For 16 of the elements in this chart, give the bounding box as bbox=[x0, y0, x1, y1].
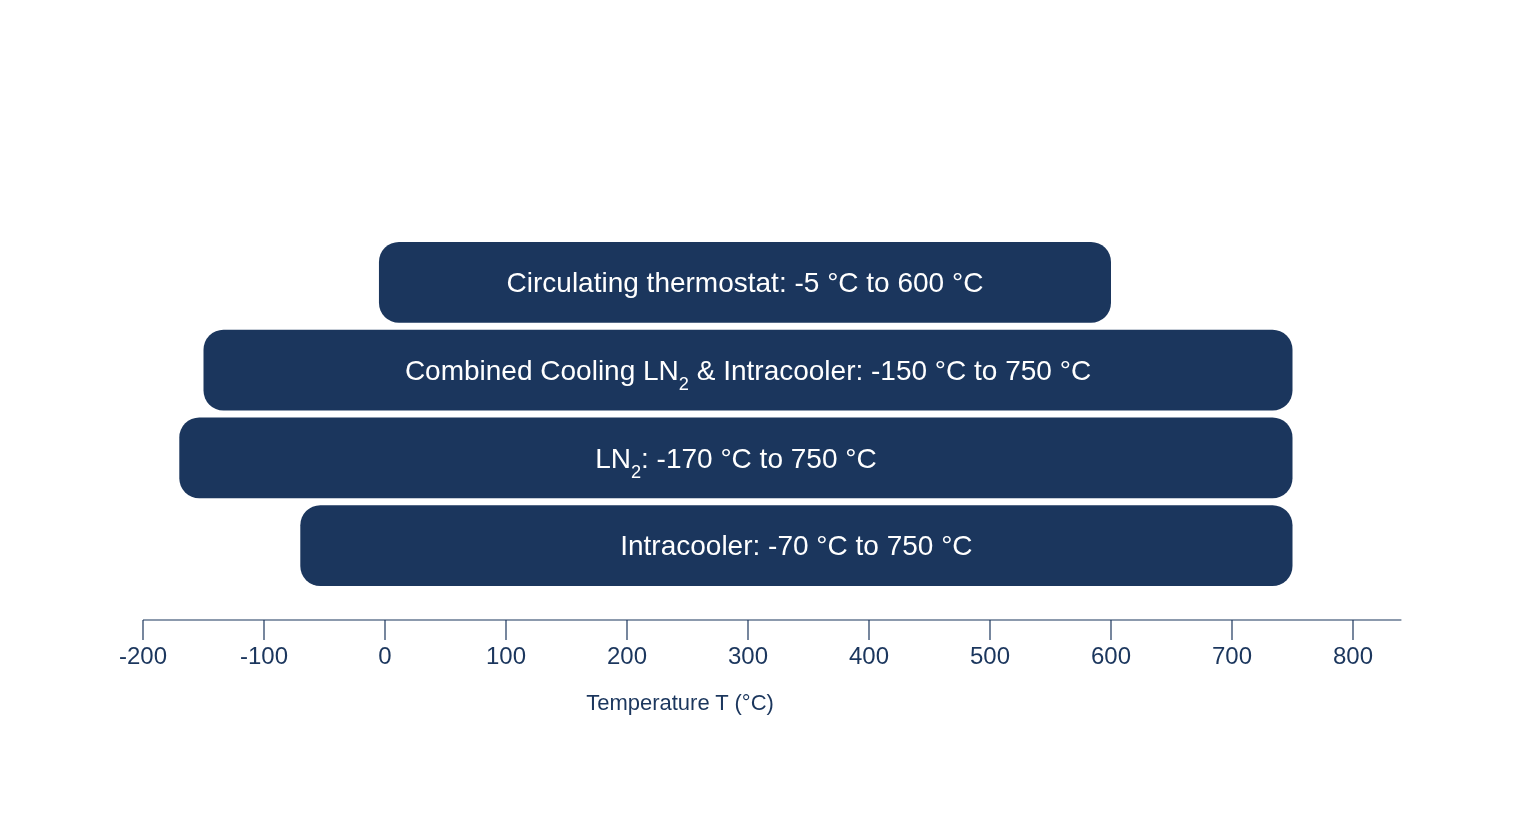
x-tick-label: 100 bbox=[485, 642, 527, 669]
x-tick-label: 400 bbox=[848, 642, 890, 669]
x-tick-label: 500 bbox=[969, 642, 1011, 669]
x-tick-label: -200 bbox=[118, 642, 168, 669]
x-tick-label: 0 bbox=[378, 642, 392, 669]
x-tick-label: -100 bbox=[239, 642, 289, 669]
y-tick-label: Intracooler: -70 °C to 750 °C bbox=[620, 530, 973, 562]
x-tick-label: 800 bbox=[1332, 642, 1374, 669]
x-tick-label: 700 bbox=[1211, 642, 1253, 669]
x-tick-label: 600 bbox=[1090, 642, 1132, 669]
y-tick-label: LN$_{2}$: -170 °C to 750 °C bbox=[595, 442, 877, 482]
y-tick-label: Circulating thermostat: -5 °C to 600 °C bbox=[506, 267, 984, 299]
x-tick-label: 200 bbox=[606, 642, 648, 669]
y-tick-label: Combined Cooling LN$_{2}$ & Intracooler: -150 °C to 750 °C bbox=[404, 354, 1092, 394]
x-axis-title: Temperature T (°C) bbox=[586, 690, 774, 715]
x-tick-label: 300 bbox=[727, 642, 769, 669]
